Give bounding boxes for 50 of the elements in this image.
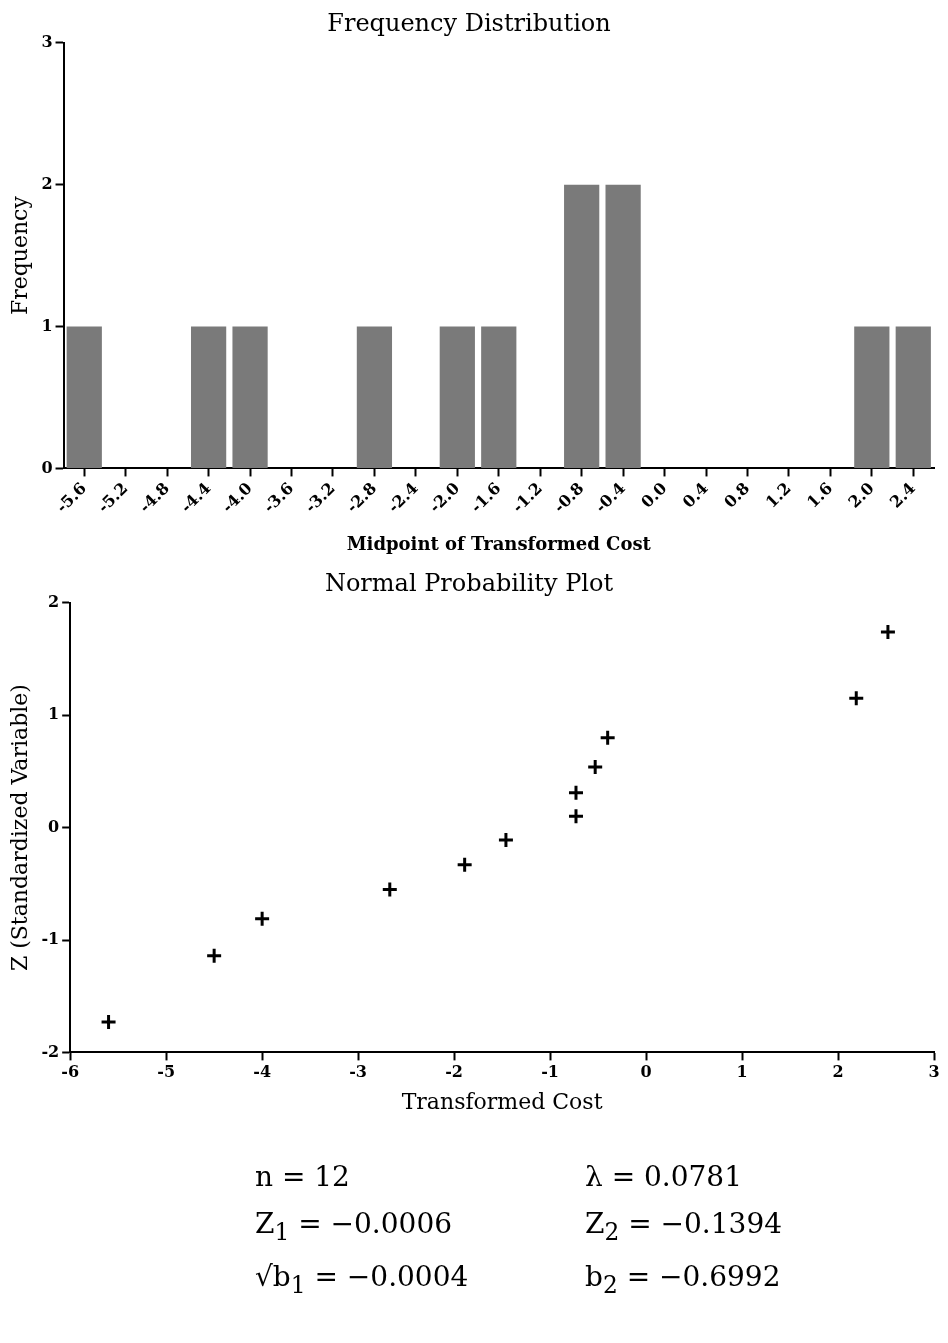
y-axis-title: Z (Standardized Variable) <box>6 684 32 972</box>
y-axis-title: Frequency <box>6 195 32 316</box>
x-tick-label: 0.0 <box>637 478 671 512</box>
x-tick-label: 0.4 <box>678 478 712 512</box>
text: b$_{2}$ = −0.6992 <box>585 1259 782 1299</box>
y-tick-label: 1 <box>41 315 53 335</box>
x-tick-label: 3 <box>928 1062 940 1082</box>
x-tick-label: 1 <box>736 1062 748 1082</box>
chart-title: Normal Probability Plot <box>324 568 614 597</box>
text: λ = 0.0781 <box>585 1160 743 1193</box>
x-tick-label: -4 <box>253 1062 272 1082</box>
x-tick-label: -3 <box>349 1062 368 1082</box>
point <box>879 623 897 641</box>
x-tick-label: -6 <box>61 1062 80 1082</box>
text: Z$_{2}$ = −0.1394 <box>585 1207 783 1246</box>
text: n = 12 <box>255 1160 351 1193</box>
y-tick-label: -1 <box>41 929 60 949</box>
x-tick-label: 0 <box>640 1062 652 1082</box>
x-axis-title: Transformed Cost <box>401 1088 603 1114</box>
point <box>497 831 515 849</box>
chart-title: Frequency Distribution <box>327 8 611 37</box>
x-tick-label: -1 <box>541 1062 559 1082</box>
point <box>599 729 617 747</box>
point <box>847 689 865 707</box>
text: √b$_{1}$ = −0.0004 <box>255 1259 470 1299</box>
y-tick-label: 0 <box>48 816 60 836</box>
point <box>205 947 223 965</box>
y-tick-label: 3 <box>41 31 53 51</box>
x-tick-label: 2.0 <box>844 478 878 512</box>
point <box>567 807 585 825</box>
point <box>253 910 271 928</box>
point <box>456 856 474 874</box>
y-tick-label: 2 <box>41 173 53 193</box>
x-tick-label: 2 <box>832 1062 844 1082</box>
text: Z$_{1}$ = −0.0006 <box>255 1207 453 1246</box>
y-tick-label: -2 <box>41 1041 60 1061</box>
x-tick-label: -2 <box>445 1062 463 1082</box>
point <box>100 1013 118 1031</box>
x-tick-label: 2.4 <box>885 478 920 512</box>
x-tick-label: 1.6 <box>803 478 837 512</box>
point <box>567 784 585 802</box>
y-tick-label: 0 <box>41 457 53 477</box>
x-tick-label: -5 <box>157 1062 176 1082</box>
x-tick-label: 1.2 <box>761 478 795 512</box>
point <box>586 758 604 776</box>
x-tick-label: 0.8 <box>720 478 754 512</box>
point <box>381 880 399 898</box>
x-axis-title: Midpoint of Transformed Cost <box>346 532 652 554</box>
y-tick-label: 2 <box>48 591 60 611</box>
y-tick-label: 1 <box>48 704 60 724</box>
